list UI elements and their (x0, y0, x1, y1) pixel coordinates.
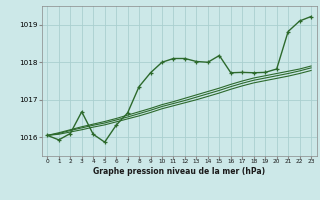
X-axis label: Graphe pression niveau de la mer (hPa): Graphe pression niveau de la mer (hPa) (93, 167, 265, 176)
